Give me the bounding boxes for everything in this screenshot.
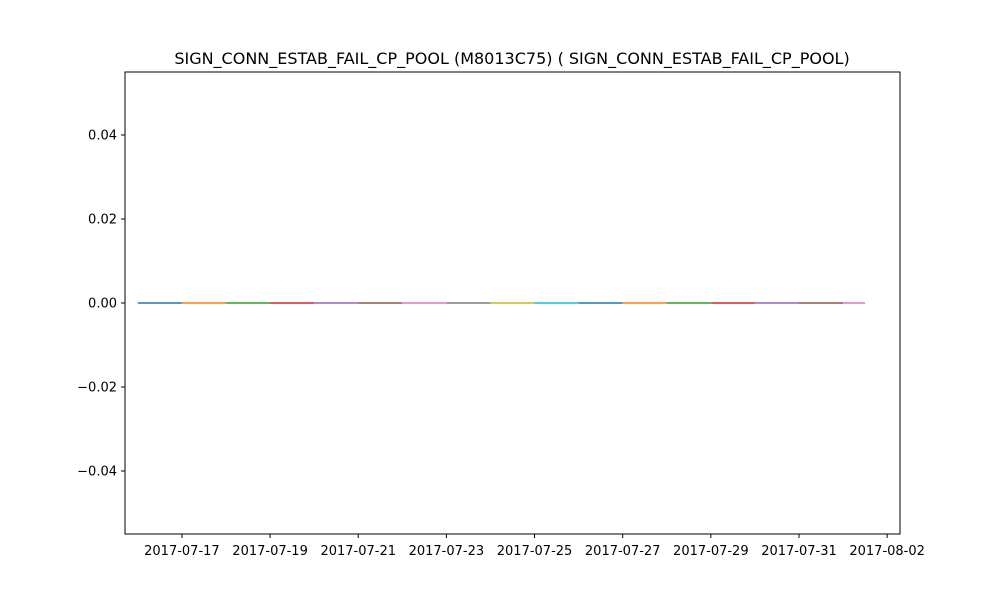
x-tick-label: 2017-07-31 [761, 544, 837, 559]
x-tick-label: 2017-07-17 [144, 544, 220, 559]
x-tick-label: 2017-07-25 [497, 544, 573, 559]
y-tick-label: −0.04 [77, 465, 117, 480]
y-tick-label: 0.00 [88, 297, 117, 312]
x-tick-label: 2017-07-19 [232, 544, 308, 559]
y-tick-label: 0.04 [88, 129, 117, 144]
x-tick-label: 2017-07-27 [585, 544, 661, 559]
y-tick-label: −0.02 [77, 381, 117, 396]
x-tick-label: 2017-08-02 [849, 544, 925, 559]
x-tick-label: 2017-07-23 [409, 544, 485, 559]
x-tick-label: 2017-07-29 [673, 544, 749, 559]
y-tick-label: 0.02 [88, 213, 117, 228]
y-axis: 0.04 0.02 0.00 −0.02 −0.04 [77, 129, 125, 480]
chart-title: SIGN_CONN_ESTAB_FAIL_CP_POOL (M8013C75) … [174, 49, 849, 69]
x-tick-label: 2017-07-21 [320, 544, 396, 559]
x-axis: 2017-07-17 2017-07-19 2017-07-21 2017-07-23… [144, 534, 925, 559]
